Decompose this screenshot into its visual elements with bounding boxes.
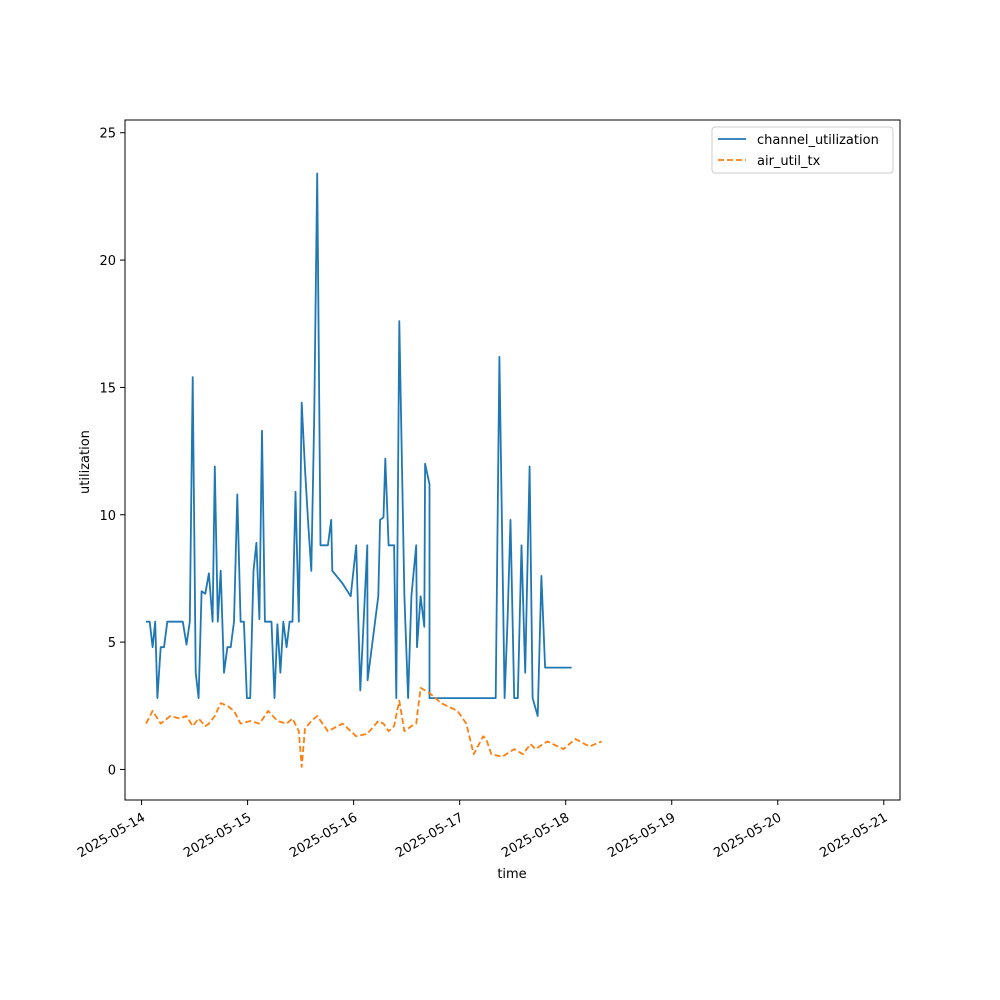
- x-axis-title: time: [497, 867, 526, 882]
- plot-area: [145, 172, 603, 768]
- y-tick-label: 10: [99, 509, 116, 524]
- series-lines: [145, 172, 603, 768]
- legend: channel_utilization air_util_tx: [711, 126, 894, 174]
- y-tick-label: 15: [99, 381, 116, 396]
- plot-frame: [124, 119, 901, 801]
- y-tick-label: 25: [99, 127, 116, 142]
- legend-label-air-util-tx: air_util_tx: [757, 154, 821, 169]
- legend-box: [711, 126, 894, 174]
- y-axis-title: utilization: [78, 430, 93, 494]
- y-tick-label: 5: [108, 636, 116, 651]
- legend-label-channel-utilization: channel_utilization: [757, 133, 879, 148]
- series-line-air-util-tx: [145, 687, 603, 768]
- y-tick-label: 20: [99, 254, 116, 269]
- series-line-channel-utilization: [146, 172, 572, 717]
- y-tick-label: 0: [108, 763, 116, 778]
